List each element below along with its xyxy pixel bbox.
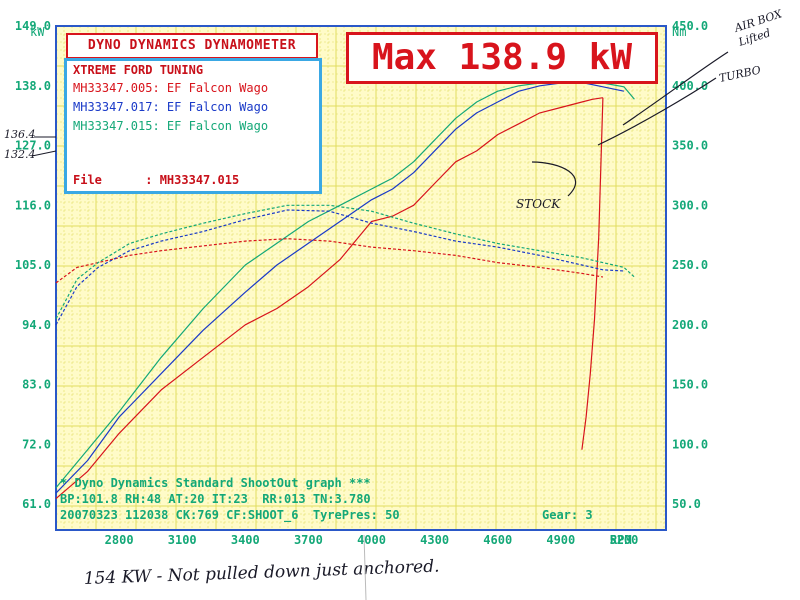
x-tick-label: 4000: [357, 533, 386, 547]
x-axis-unit: RPM: [610, 533, 632, 547]
y-left-tick-label: 127.0: [15, 139, 51, 153]
x-tick-label: 3100: [168, 533, 197, 547]
y-right-tick-label: 150.0: [672, 378, 708, 392]
x-tick-label: 3400: [231, 533, 260, 547]
y-right-tick-label: 250.0: [672, 258, 708, 272]
file-label: File : MH33347.015: [73, 173, 240, 187]
y-left-tick-label: 138.0: [15, 79, 51, 93]
tuner-name: XTREME FORD TUNING: [73, 63, 204, 77]
run-label-005: MH33347.005: EF Falcon Wago: [73, 81, 269, 95]
y-left-tick-label: 83.0: [22, 378, 51, 392]
x-tick-label: 4300: [420, 533, 449, 547]
y-left-tick-label: 105.0: [15, 258, 51, 272]
tick-132-note: 132.4: [4, 148, 36, 161]
series-MH33347.015-torque: [55, 204, 635, 320]
y-left-tick-label: 94.0: [22, 318, 51, 332]
dyno-title: DYNO DYNAMICS DYNAMOMETER: [66, 33, 318, 59]
gear-label: Gear: 3: [542, 508, 593, 522]
y-right-tick-label: 300.0: [672, 198, 708, 212]
y-right-tick-label: 400.0: [672, 79, 708, 93]
y-left-tick-label: 149.0: [15, 19, 51, 33]
y-right-tick-label: 100.0: [672, 437, 708, 451]
y-right-tick-label: 350.0: [672, 139, 708, 153]
series-MH33347.005-power_rundown: [581, 97, 604, 450]
y-right-unit: Nm: [672, 25, 686, 39]
run-label-017: MH33347.017: EF Falcon Wago: [73, 100, 269, 114]
x-tick-label: 4900: [546, 533, 575, 547]
plot-frame: [55, 25, 667, 531]
footer-line-2: BP:101.8 RH:48 AT:20 IT:23 RR:013 TN:3.7…: [60, 492, 371, 506]
y-left-tick-label: 72.0: [22, 437, 51, 451]
y-right-tick-label: 200.0: [672, 318, 708, 332]
footer-line-1: * Dyno Dynamics Standard ShootOut graph …: [60, 476, 371, 490]
tick-136-note: 136.4: [4, 128, 36, 141]
airbox-arrow: [622, 51, 729, 126]
series-MH33347.005-torque: [55, 238, 604, 284]
x-tick-label: 3700: [294, 533, 323, 547]
x-tick-label: 4600: [483, 533, 512, 547]
y-right-tick-label: 450.0: [672, 19, 708, 33]
max-power-label: Max 138.9 kW: [346, 32, 658, 84]
series-MH33347.017-power: [55, 81, 625, 494]
stock-arrow: [531, 161, 576, 197]
footer-divider: [363, 534, 367, 600]
y-left-unit: kW: [30, 25, 45, 39]
series-MH33347.005-power: [55, 97, 603, 500]
turbo-arrow: [597, 77, 717, 146]
runs-legend-box: XTREME FORD TUNING MH33347.005: EF Falco…: [64, 58, 322, 194]
footer-line-3: 20070323 112038 CK:769 CF:SHOOT_6 TyrePr…: [60, 508, 400, 522]
axis-labels: kW Nm RPM 2800 3100 3400 3700 4000 4300 4600 4900 5…: [15, 19, 708, 547]
x-tick-label: 5200: [609, 533, 638, 547]
x-tick-label: 2800: [105, 533, 134, 547]
series-MH33347.017-torque: [55, 209, 624, 326]
stock-note: STOCK: [516, 197, 561, 211]
y-left-tick-label: 116.0: [15, 198, 51, 212]
y-left-tick-label: 61.0: [22, 497, 51, 511]
y-right-tick-label: 50.0: [672, 497, 701, 511]
run-label-015: MH33347.015: EF Falcon Wago: [73, 119, 269, 133]
tick-132-arrow: [31, 150, 57, 157]
